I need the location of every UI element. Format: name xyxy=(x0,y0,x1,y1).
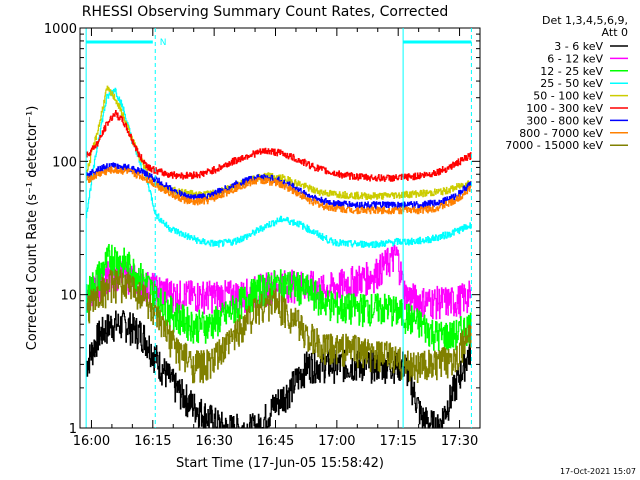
chart-title: RHESSI Observing Summary Count Rates, Co… xyxy=(82,4,448,20)
series-lines xyxy=(86,85,472,429)
series-line xyxy=(86,166,472,215)
y-tick-label: 100 xyxy=(52,155,77,170)
series-line xyxy=(86,310,472,429)
legend-label: 3 - 6 keV xyxy=(554,40,603,53)
x-tick-label: 16:30 xyxy=(195,434,232,449)
footer-timestamp: 17-Oct-2021 15:07 xyxy=(560,467,636,476)
legend-label: 300 - 800 keV xyxy=(526,114,603,127)
legend-label: 6 - 12 keV xyxy=(547,52,603,65)
series-line xyxy=(86,244,472,352)
legend-label: 800 - 7000 keV xyxy=(519,127,603,140)
series-line xyxy=(86,110,472,182)
legend-label: 100 - 300 keV xyxy=(526,102,603,115)
x-tick-label: 17:15 xyxy=(379,434,416,449)
legend-header: Att 0 xyxy=(602,26,628,39)
y-tick-label: 1 xyxy=(69,422,77,437)
axes: 16:00 16:15 16:30 16:45 17:00 17:15 17:30 1 10 10… xyxy=(44,22,481,449)
legend-header: Det 1,3,4,5,6,9, xyxy=(542,14,628,27)
x-tick-label: 16:45 xyxy=(257,434,294,449)
x-tick-label: 17:30 xyxy=(441,434,478,449)
x-axis-label: Start Time (17-Jun-05 15:58:42) xyxy=(176,456,384,471)
x-tick-label: 16:00 xyxy=(73,434,110,449)
y-tick-label: 10 xyxy=(60,289,77,304)
series-line xyxy=(86,269,472,384)
legend-label: 25 - 50 keV xyxy=(540,77,603,90)
legend-label: 7000 - 15000 keV xyxy=(505,139,603,152)
x-tick-label: 16:15 xyxy=(134,434,171,449)
legend-label: 50 - 100 keV xyxy=(533,90,603,103)
y-axis-label: Corrected Count Rate (s⁻¹ detector⁻¹) xyxy=(25,106,40,351)
x-tick-label: 17:00 xyxy=(318,434,355,449)
series-line xyxy=(86,87,472,249)
y-tick-label: 1000 xyxy=(44,22,77,37)
legend-label: 12 - 25 keV xyxy=(540,65,603,78)
annotations: N xyxy=(85,28,472,428)
flag-bar-label: N xyxy=(160,38,167,48)
plot-area xyxy=(79,27,481,429)
plot-frame xyxy=(79,27,481,429)
